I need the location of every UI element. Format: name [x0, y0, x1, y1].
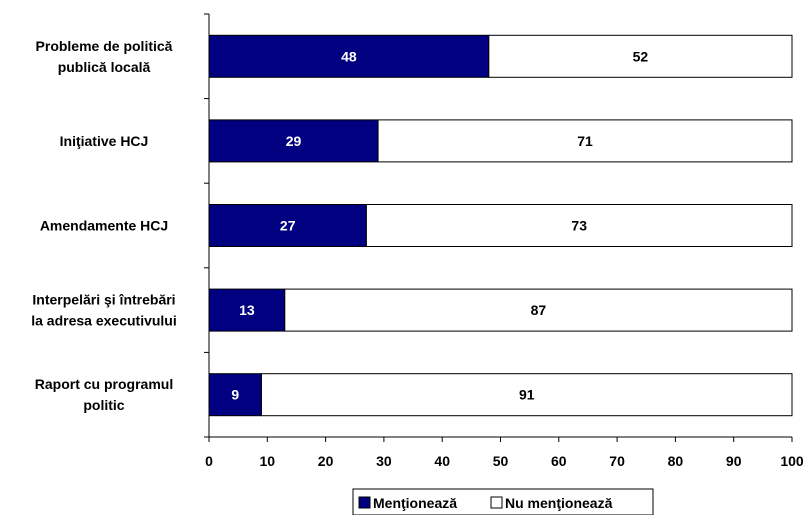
x-tick-label-100: 100: [780, 453, 804, 469]
value-label-mentioneaza-4: 13: [239, 302, 255, 318]
bar-nu-mentioneaza-1: [488, 34, 793, 78]
category-label-line: la adresa executivului: [31, 313, 177, 329]
category-label-1: Probleme de politică publică locală: [36, 38, 173, 75]
bar-mentioneaza-5: [208, 373, 262, 417]
x-tick-label-70: 70: [609, 453, 625, 469]
value-label-mentioneaza-3: 27: [280, 218, 296, 234]
value-label-nu-mentioneaza-2: 71: [577, 133, 593, 149]
category-label-line: Iniţiative HCJ: [60, 133, 149, 149]
x-axis-ticks: 0 10 20 30 40 50 60 70 80 90 100: [205, 437, 804, 469]
category-label-line: publică locală: [58, 59, 151, 75]
x-tick-label-30: 30: [376, 453, 392, 469]
x-tick-label-90: 90: [726, 453, 742, 469]
category-labels: Probleme de politică publică locală Iniţia…: [31, 38, 177, 413]
value-label-mentioneaza-1: 48: [341, 48, 357, 64]
x-tick-label-60: 60: [551, 453, 567, 469]
x-tick-label-20: 20: [318, 453, 334, 469]
legend-frame: [352, 488, 654, 515]
bar-nu-mentioneaza-3: [365, 204, 793, 247]
chart-bars: 48 52 29 71 27 73 13 87 9 91: [208, 34, 793, 417]
legend-swatch-mentioneaza: [358, 496, 371, 509]
chart-legend: Menţionează Nu menţionează: [352, 488, 654, 515]
category-label-2: Iniţiative HCJ: [60, 133, 149, 149]
bar-mentioneaza-4: [208, 288, 286, 332]
category-label-5: Raport cu programul politic: [35, 376, 173, 413]
legend-label-mentioneaza: Menţionează: [373, 495, 457, 511]
bar-nu-mentioneaza-2: [377, 119, 793, 163]
bar-mentioneaza-1: [208, 34, 490, 78]
value-label-nu-mentioneaza-4: 87: [531, 302, 547, 318]
bar-nu-mentioneaza-4: [284, 288, 793, 332]
category-label-line: Amendamente HCJ: [40, 218, 168, 234]
legend-swatch-nu-mentioneaza: [490, 496, 503, 509]
x-tick-label-80: 80: [668, 453, 684, 469]
category-label-3: Amendamente HCJ: [40, 218, 168, 234]
category-label-line: politic: [83, 397, 124, 413]
category-label-line: Raport cu programul: [35, 376, 173, 392]
bar-nu-mentioneaza-5: [260, 373, 793, 417]
value-label-mentioneaza-5: 9: [231, 387, 239, 403]
x-tick-label-40: 40: [434, 453, 450, 469]
category-label-line: Interpelări şi întrebări: [32, 292, 175, 308]
x-tick-label-50: 50: [493, 453, 509, 469]
category-label-line: Probleme de politică: [36, 38, 173, 54]
value-label-nu-mentioneaza-1: 52: [633, 48, 649, 64]
category-label-4: Interpelări şi întrebări la adresa execut…: [31, 292, 177, 329]
value-label-nu-mentioneaza-5: 91: [519, 387, 535, 403]
value-label-mentioneaza-2: 29: [286, 133, 302, 149]
x-tick-label-10: 10: [260, 453, 276, 469]
value-label-nu-mentioneaza-3: 73: [571, 218, 587, 234]
legend-label-nu-mentioneaza: Nu menţionează: [505, 495, 613, 511]
x-tick-label-0: 0: [205, 453, 213, 469]
